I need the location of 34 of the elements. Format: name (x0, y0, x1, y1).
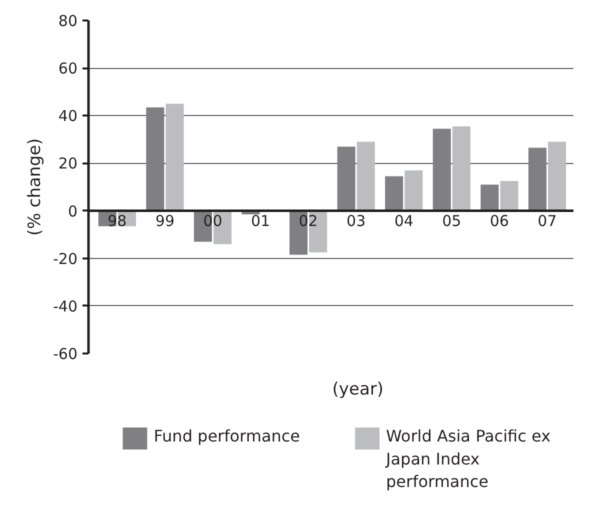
bar (432, 128, 451, 211)
bar (356, 142, 375, 211)
y-tick-label: 0 (68, 202, 78, 220)
y-tick-label: -20 (53, 250, 78, 268)
bar (404, 170, 423, 211)
y-tick-label: -40 (53, 297, 78, 316)
x-tick-label: 04 (394, 212, 414, 230)
bar (480, 184, 499, 211)
bar (452, 126, 470, 211)
x-tick-label: 03 (346, 212, 366, 230)
bar (146, 107, 164, 211)
y-axis-title: (% change) (25, 138, 45, 236)
bar (385, 176, 404, 211)
x-tick-label: 01 (250, 212, 270, 230)
bar (548, 142, 566, 211)
bar (166, 104, 184, 211)
legend-label: Fund performance (154, 426, 300, 446)
y-tick-label: 20 (58, 154, 78, 173)
x-tick-label: 02 (298, 212, 318, 230)
y-tick-label: 80 (58, 12, 78, 30)
x-axis-title: (year) (332, 380, 384, 400)
y-tick-label: -60 (53, 345, 78, 363)
bar (337, 146, 356, 211)
x-tick-label: 00 (203, 212, 222, 230)
x-tick-label: 05 (442, 212, 462, 230)
x-tick-label: 98 (108, 212, 127, 230)
x-tick-label: 06 (490, 212, 509, 230)
bar (500, 181, 518, 211)
bar (528, 148, 546, 211)
x-tick-label: 07 (538, 212, 557, 230)
y-tick-label: 60 (58, 60, 78, 78)
legend-label: World Asia Pacific ex Japan Index performance (385, 426, 551, 492)
y-tick-label: 40 (58, 107, 78, 126)
x-tick-label: 99 (155, 212, 175, 230)
